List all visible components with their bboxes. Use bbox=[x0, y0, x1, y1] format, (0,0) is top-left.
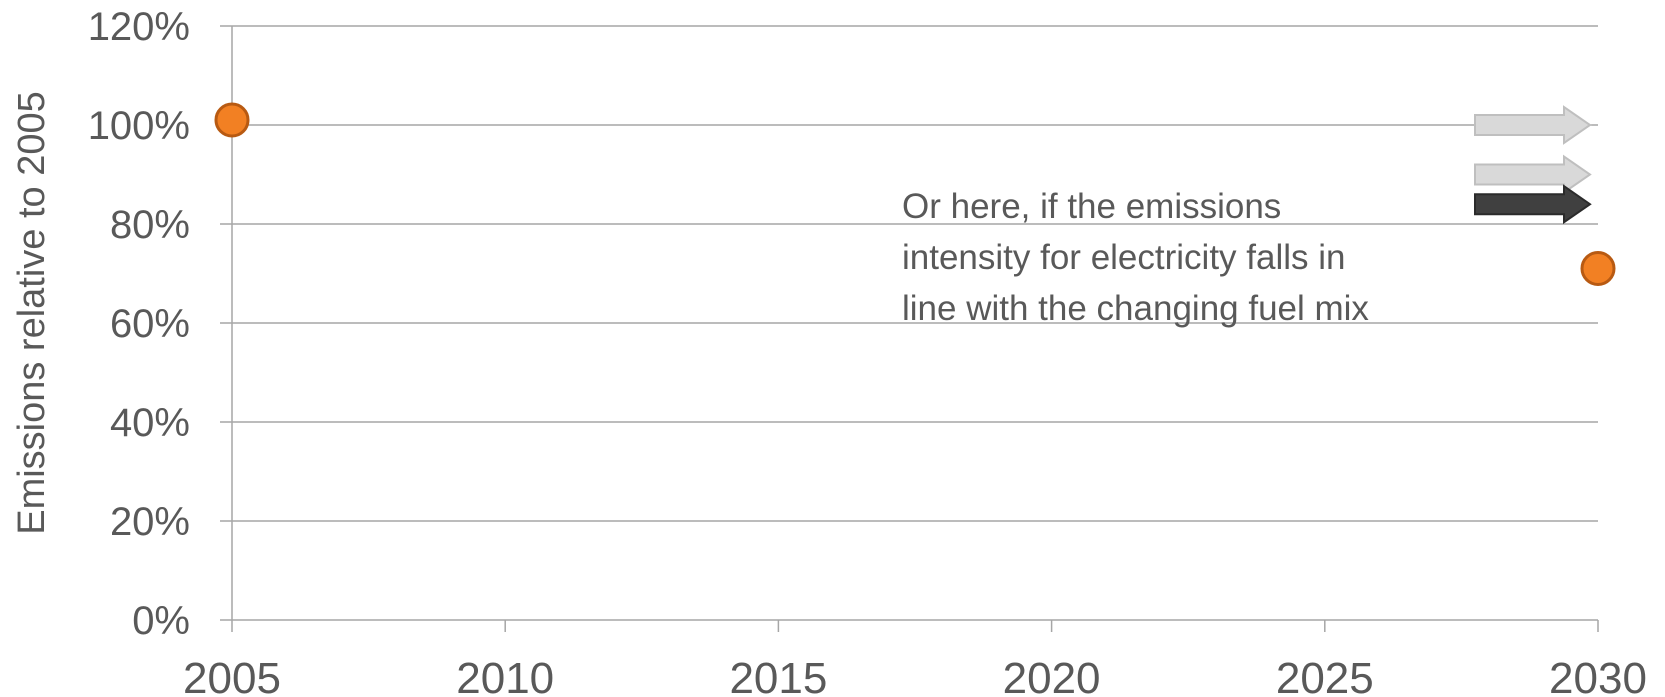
x-tick-label: 2020 bbox=[1003, 654, 1101, 697]
arrows bbox=[1474, 105, 1592, 225]
axes bbox=[220, 25, 1599, 632]
y-tick-label: 80% bbox=[110, 203, 190, 247]
y-tick-label: 100% bbox=[88, 104, 190, 148]
dark-arrow bbox=[1474, 184, 1592, 225]
y-tick-label: 120% bbox=[88, 5, 190, 49]
annotation-text: Or here, if the emissions intensity for e… bbox=[902, 187, 1369, 328]
x-tick-label: 2010 bbox=[456, 654, 554, 697]
data-point bbox=[1580, 251, 1616, 287]
y-axis-title: Emissions relative to 2005 bbox=[11, 91, 53, 535]
annotation-line: Or here, if the emissions bbox=[902, 187, 1281, 226]
data-point bbox=[214, 102, 250, 138]
y-tick-label: 0% bbox=[132, 599, 190, 643]
tick-labels: 0% 20% 40% 60% 80% 100% 120% 2005 2010 2015 2020 20… bbox=[88, 5, 1647, 697]
y-tick-label: 20% bbox=[110, 500, 190, 544]
light-arrow bbox=[1474, 105, 1592, 145]
x-tick-label: 2030 bbox=[1549, 654, 1647, 697]
annotation-line: intensity for electricity falls in bbox=[902, 238, 1345, 277]
y-tick-label: 40% bbox=[110, 401, 190, 445]
annotation-line: line with the changing fuel mix bbox=[902, 289, 1369, 328]
gridlines bbox=[232, 25, 1598, 522]
x-tick-label: 2025 bbox=[1276, 654, 1374, 697]
data-points bbox=[214, 102, 1616, 287]
y-tick-label: 60% bbox=[110, 302, 190, 346]
light-arrow bbox=[1474, 154, 1592, 195]
x-tick-label: 2005 bbox=[183, 654, 281, 697]
x-tick-label: 2015 bbox=[729, 654, 827, 697]
